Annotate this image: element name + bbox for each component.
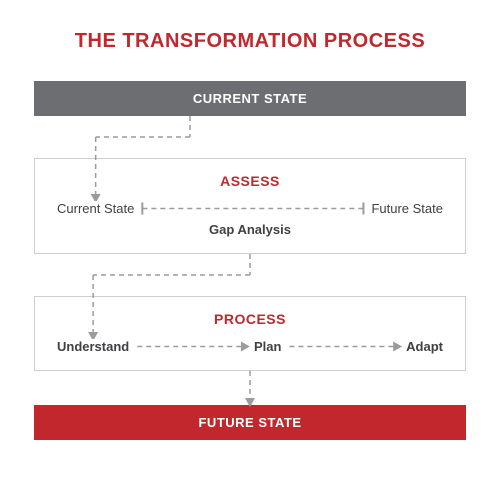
process-step-0: Understand (53, 339, 133, 354)
gap-analysis-label: Gap Analysis (51, 222, 449, 237)
assess-title: ASSESS (51, 173, 449, 189)
assess-left: Current State (53, 201, 138, 216)
main-title: THE TRANSFORMATION PROCESS (34, 30, 466, 53)
current-state-bar: CURRENT STATE (34, 81, 466, 116)
process-box: PROCESS Understand Plan Adapt (34, 296, 466, 371)
assess-box: ASSESS Current State Future State Gap An… (34, 158, 466, 254)
process-row: Understand Plan Adapt (51, 339, 449, 354)
process-title: PROCESS (51, 311, 449, 327)
current-state-label: CURRENT STATE (193, 91, 307, 106)
assess-row: Current State Future State (51, 201, 449, 216)
process-step-1: Plan (250, 339, 285, 354)
diagram-container: THE TRANSFORMATION PROCESS CURRENT STATE… (0, 0, 500, 460)
assess-right: Future State (367, 201, 447, 216)
future-state-bar: FUTURE STATE (34, 405, 466, 440)
process-step-2: Adapt (402, 339, 447, 354)
future-state-label: FUTURE STATE (198, 415, 301, 430)
